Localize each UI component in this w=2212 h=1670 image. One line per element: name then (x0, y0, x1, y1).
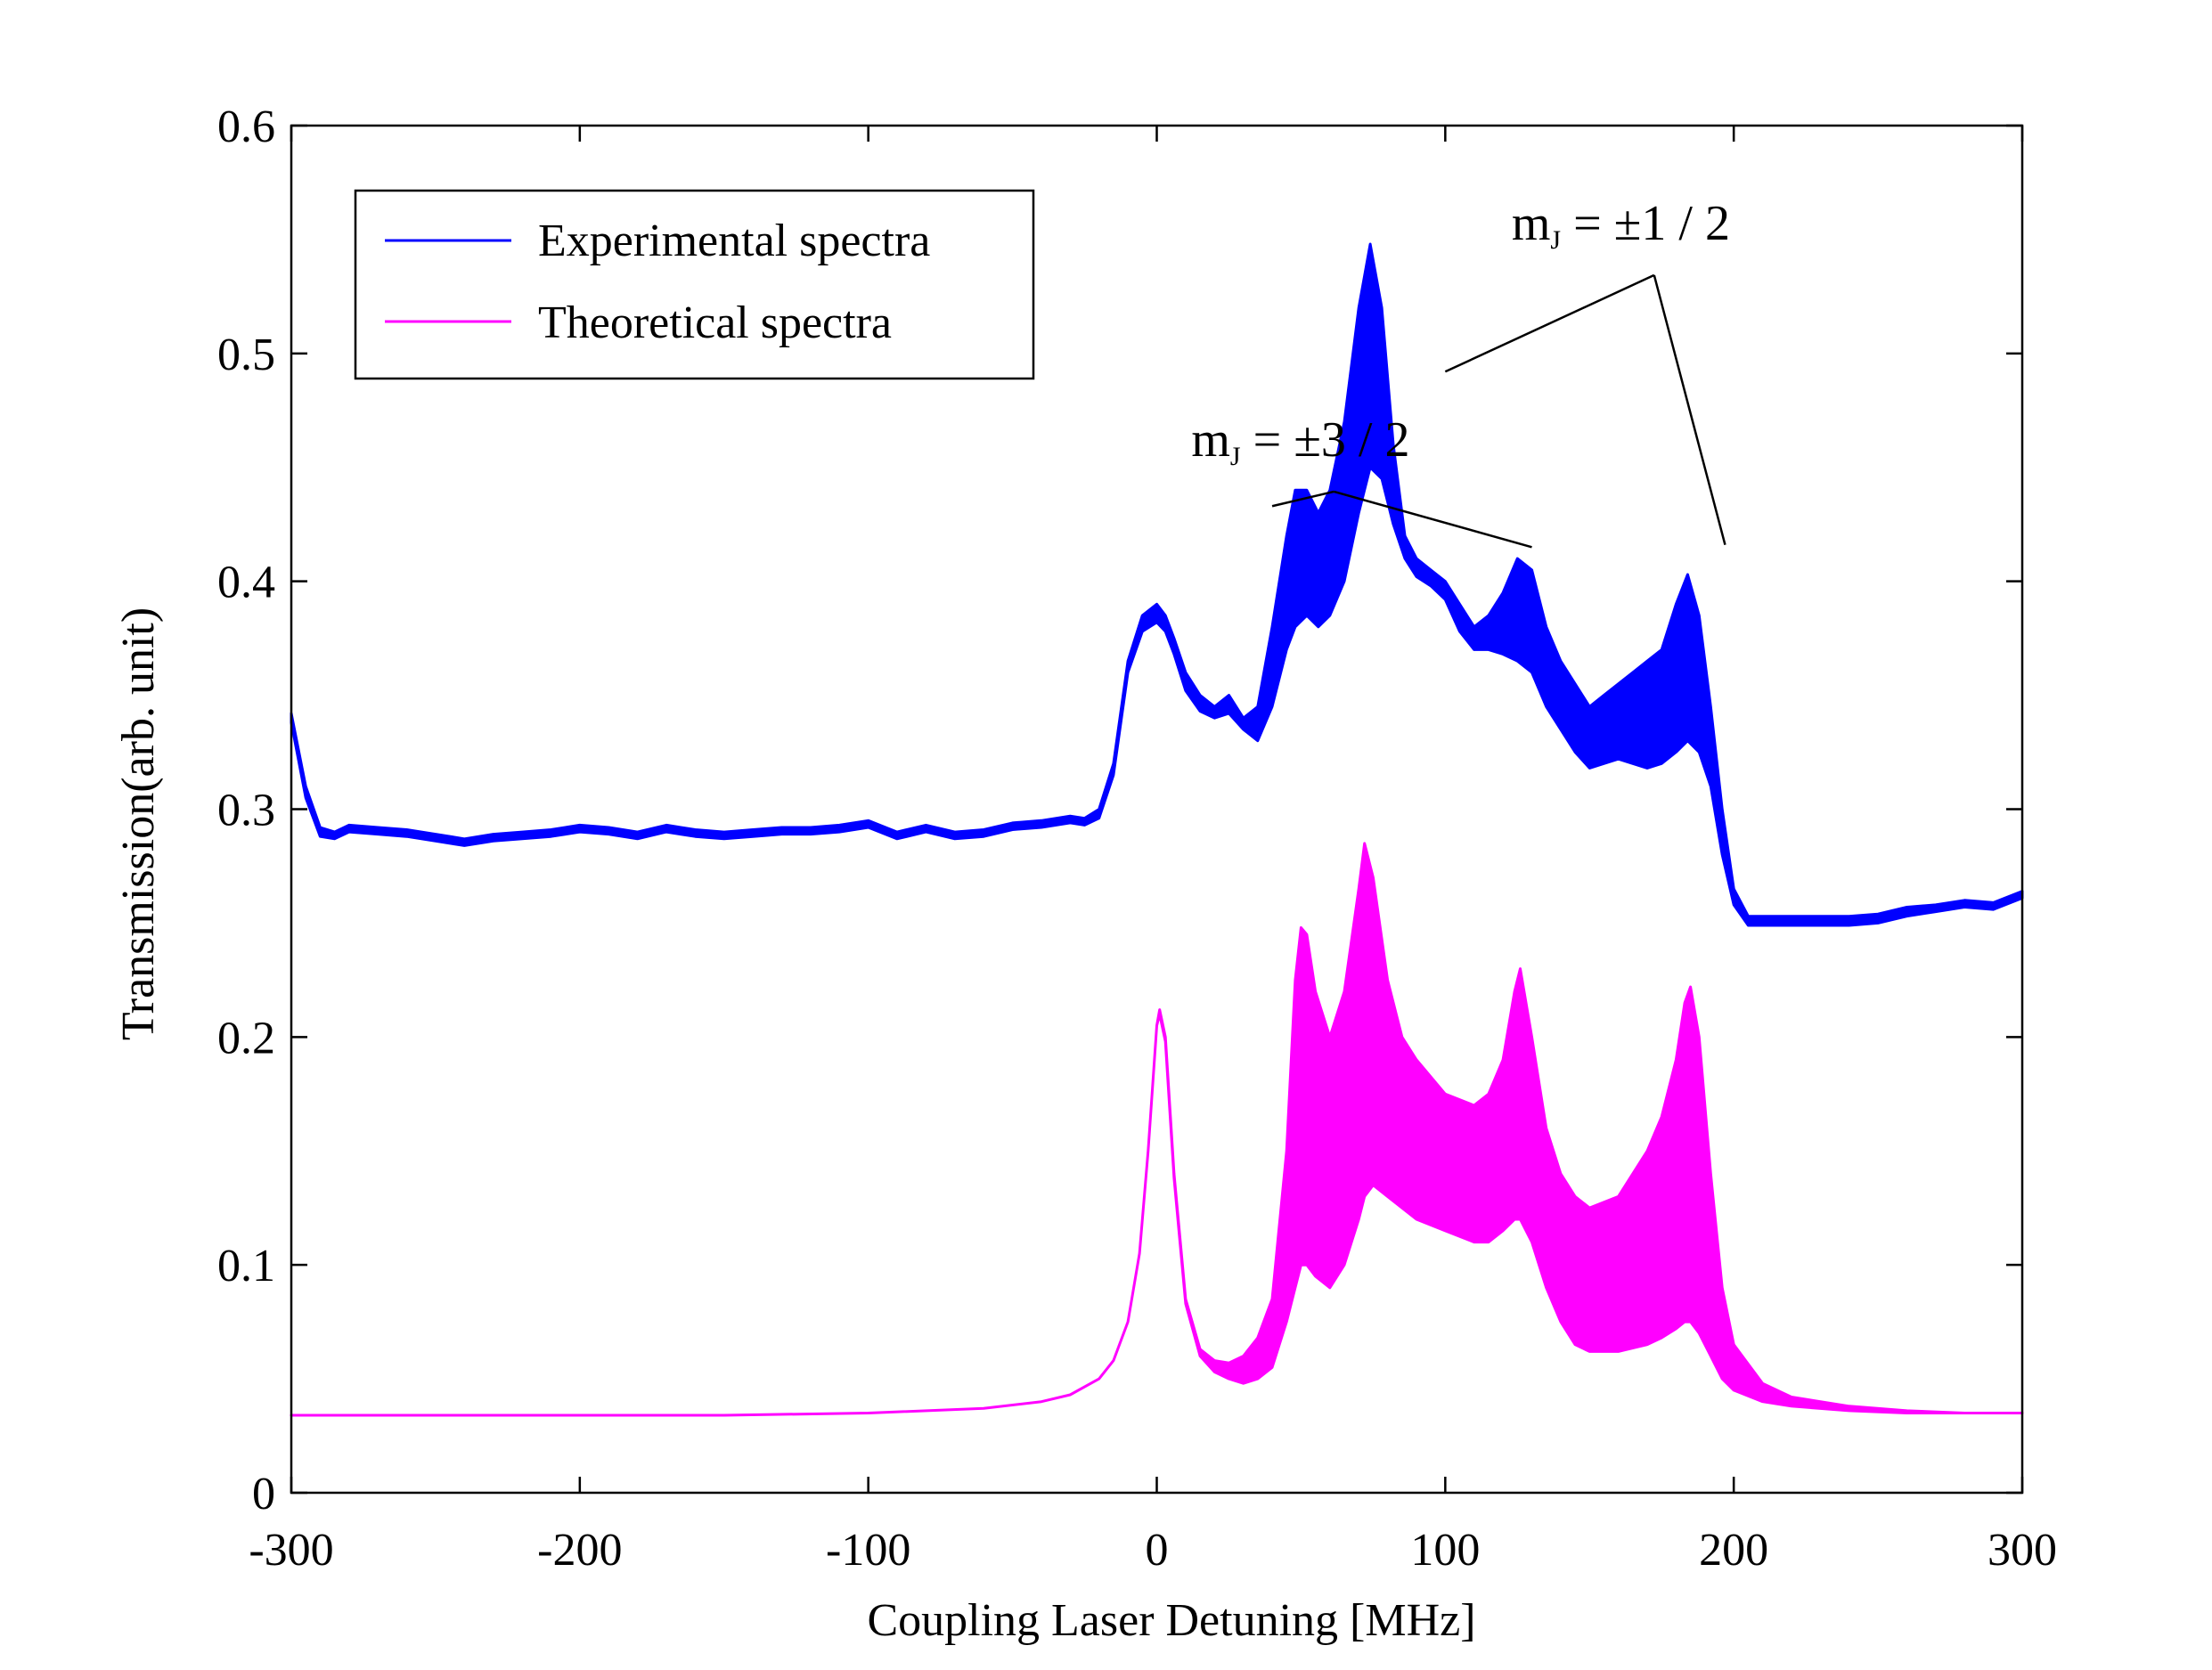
annotation-layer: mJ = ±3 / 2 mJ = ±1 / 2 (1191, 196, 1730, 549)
x-tick-label: 100 (1410, 1525, 1480, 1576)
annotation-leader-mj-1-2 (1444, 273, 1655, 373)
y-tick-label: 0.6 (217, 102, 275, 152)
y-tick-label: 0.4 (217, 558, 275, 608)
x-tick-label: -300 (249, 1525, 333, 1576)
annotation-leader-mj-3-2 (1271, 490, 1335, 508)
y-tick-label: 0.1 (217, 1241, 275, 1291)
x-tick-label: -100 (826, 1525, 910, 1576)
x-axis-label: Coupling Laser Detuning [MHz] (867, 1595, 1475, 1646)
legend: Experimental spectra Theoretical spectra (354, 189, 1035, 380)
y-tick-label: 0 (252, 1469, 275, 1519)
annotation-label-mj-1-2: mJ = ±1 / 2 (1512, 196, 1730, 255)
legend-box (354, 189, 1035, 380)
x-tick-label: 200 (1699, 1525, 1768, 1576)
annotation-leader-mj-1-2 (1653, 274, 1726, 546)
x-tick-label: -200 (537, 1525, 622, 1576)
ticks-layer: -300 -200 -100 0 100 200 300 0 0.1 0.2 0.3 0.4 0.5 0.… (217, 102, 2057, 1576)
y-tick-label: 0.3 (217, 786, 275, 836)
y-tick-label: 0.5 (217, 330, 275, 380)
x-tick-label: 0 (1146, 1525, 1169, 1576)
x-tick-label: 300 (1988, 1525, 2057, 1576)
annotation-leader-mj-3-2 (1334, 490, 1532, 549)
y-axis-label: Transmission(arb. unit) (113, 607, 164, 1040)
y-tick-label: 0.2 (217, 1013, 275, 1063)
legend-label-experimental: Experimental spectra (538, 216, 930, 266)
legend-label-theoretical: Theoretical spectra (538, 297, 892, 348)
annotation-label-mj-3-2: mJ = ±3 / 2 (1191, 412, 1409, 471)
